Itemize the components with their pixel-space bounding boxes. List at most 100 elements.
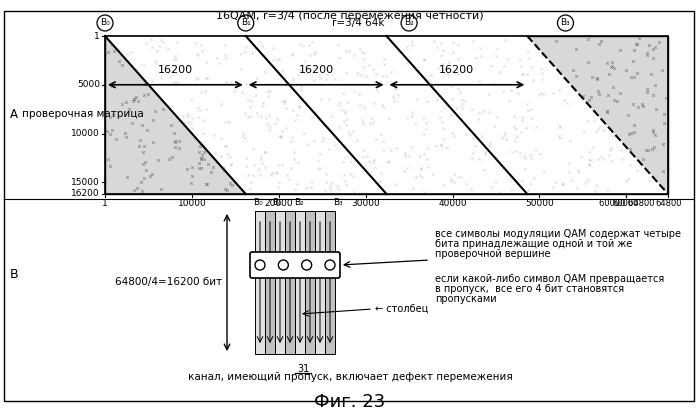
Point (628, 129, 640, 136)
Point (507, 148, 518, 155)
Point (485, 63, 496, 70)
Point (453, 55, 464, 62)
Point (104, 163, 115, 169)
Point (301, 140, 312, 147)
Polygon shape (105, 36, 387, 194)
Text: B₀: B₀ (253, 198, 263, 207)
Point (268, 45, 279, 52)
Point (406, 37, 417, 44)
Point (592, 126, 603, 132)
Point (448, 133, 459, 140)
Point (425, 72, 436, 79)
Point (341, 115, 352, 122)
Point (621, 178, 632, 185)
Point (128, 187, 139, 194)
Point (512, 132, 523, 139)
Point (418, 56, 429, 62)
Point (119, 130, 130, 137)
Point (109, 47, 120, 54)
Point (129, 96, 140, 102)
Point (505, 86, 517, 93)
Point (535, 90, 547, 96)
Point (606, 64, 617, 70)
Point (641, 52, 652, 58)
Point (524, 151, 535, 158)
Point (344, 48, 355, 54)
Point (577, 93, 589, 100)
Point (428, 170, 439, 177)
Point (268, 56, 279, 63)
Point (489, 81, 500, 88)
Point (340, 70, 352, 77)
Point (401, 44, 412, 51)
Point (364, 120, 375, 127)
Point (314, 164, 325, 171)
Point (225, 161, 236, 168)
Point (522, 106, 533, 113)
Point (500, 36, 511, 43)
Point (103, 49, 114, 55)
Point (158, 39, 169, 45)
Point (494, 189, 505, 195)
Point (420, 125, 431, 132)
Point (294, 103, 305, 110)
Point (199, 149, 210, 155)
Point (129, 96, 140, 103)
Point (522, 49, 533, 56)
Point (193, 165, 204, 171)
Point (650, 44, 661, 51)
Point (629, 47, 640, 54)
Point (516, 71, 527, 78)
Point (286, 165, 297, 172)
Point (650, 44, 661, 51)
Point (554, 86, 565, 93)
Bar (255, 211, 265, 354)
Point (301, 140, 312, 147)
Point (500, 136, 512, 143)
Point (637, 155, 649, 162)
Bar (305, 211, 315, 354)
Point (312, 158, 324, 165)
Point (224, 154, 236, 161)
Point (485, 63, 496, 70)
Point (573, 168, 584, 175)
Point (484, 91, 495, 98)
Point (592, 126, 603, 132)
Point (442, 71, 454, 78)
Point (175, 116, 187, 123)
Point (557, 75, 568, 82)
Point (278, 100, 289, 106)
Point (215, 135, 226, 142)
Text: бита принадлежащие одной и той же: бита принадлежащие одной и той же (435, 239, 633, 249)
Point (601, 109, 612, 115)
Point (143, 90, 154, 97)
Point (196, 41, 207, 48)
Point (602, 60, 613, 67)
Point (340, 107, 351, 114)
Point (435, 52, 447, 58)
Point (550, 178, 561, 185)
Point (147, 44, 158, 50)
Polygon shape (246, 36, 527, 194)
Point (139, 81, 150, 88)
Point (453, 174, 464, 181)
Point (201, 181, 212, 188)
Point (367, 65, 378, 72)
Point (554, 122, 565, 129)
Point (147, 117, 158, 124)
Point (277, 162, 288, 168)
Point (147, 44, 158, 50)
Point (182, 113, 194, 120)
Point (168, 130, 179, 137)
Point (581, 117, 592, 124)
Point (537, 75, 548, 82)
Point (484, 140, 496, 147)
Point (368, 157, 380, 164)
Point (133, 142, 144, 149)
Point (326, 112, 338, 119)
Point (601, 186, 612, 193)
Point (459, 97, 470, 104)
Point (240, 80, 252, 87)
Point (186, 179, 197, 186)
Point (500, 130, 511, 137)
